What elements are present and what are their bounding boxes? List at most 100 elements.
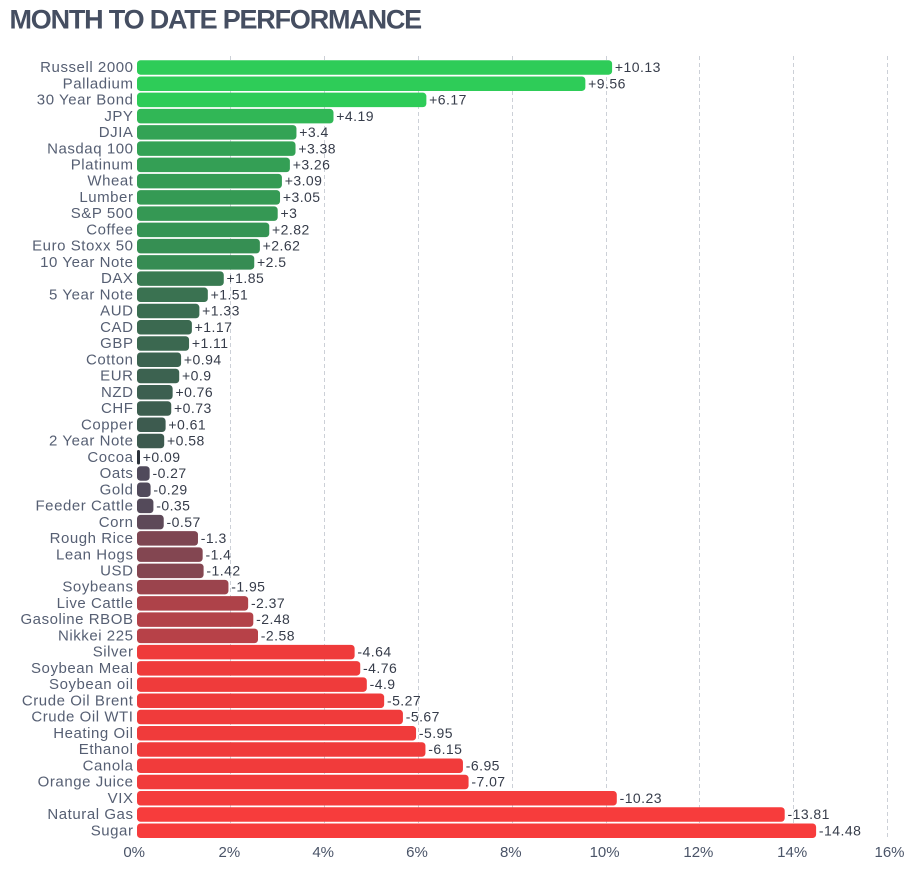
svg-text:+4.19: +4.19: [336, 108, 374, 124]
svg-text:8%: 8%: [500, 844, 522, 861]
svg-text:+3: +3: [281, 205, 298, 221]
svg-text:Soybeans: Soybeans: [62, 579, 133, 596]
svg-text:Corn: Corn: [99, 514, 134, 531]
svg-text:Crude Oil Brent: Crude Oil Brent: [22, 692, 134, 709]
svg-text:-0.35: -0.35: [156, 498, 190, 514]
svg-text:Soybean Meal: Soybean Meal: [31, 660, 134, 677]
svg-text:Orange Juice: Orange Juice: [38, 774, 134, 791]
svg-text:+0.73: +0.73: [174, 400, 212, 416]
svg-text:4%: 4%: [312, 844, 334, 861]
svg-text:12%: 12%: [683, 844, 713, 861]
svg-text:-4.9: -4.9: [370, 676, 396, 692]
svg-text:2%: 2%: [219, 844, 241, 861]
svg-text:-5.67: -5.67: [406, 709, 440, 725]
svg-text:AUD: AUD: [100, 303, 133, 320]
svg-text:+0.94: +0.94: [184, 351, 222, 367]
svg-text:-5.95: -5.95: [419, 725, 453, 741]
svg-text:Wheat: Wheat: [87, 173, 133, 190]
svg-text:+0.9: +0.9: [182, 368, 211, 384]
svg-text:2 Year Note: 2 Year Note: [49, 433, 133, 450]
svg-text:-2.37: -2.37: [251, 595, 285, 611]
svg-text:VIX: VIX: [108, 790, 134, 807]
svg-text:-4.64: -4.64: [357, 644, 391, 660]
svg-text:EUR: EUR: [100, 368, 133, 385]
svg-text:Natural Gas: Natural Gas: [47, 806, 133, 823]
svg-text:Silver: Silver: [93, 644, 134, 661]
svg-text:Coffee: Coffee: [86, 221, 133, 238]
svg-text:6%: 6%: [406, 844, 428, 861]
svg-text:+0.58: +0.58: [167, 433, 205, 449]
svg-text:Nasdaq 100: Nasdaq 100: [47, 140, 133, 157]
svg-text:Cocoa: Cocoa: [87, 449, 133, 466]
svg-text:+1.33: +1.33: [202, 303, 240, 319]
svg-text:-10.23: -10.23: [620, 790, 662, 806]
svg-text:-4.76: -4.76: [363, 660, 397, 676]
svg-text:-2.58: -2.58: [261, 627, 295, 643]
svg-text:+1.85: +1.85: [227, 270, 265, 286]
svg-text:-0.57: -0.57: [167, 514, 201, 530]
svg-text:DAX: DAX: [101, 270, 134, 287]
svg-text:+1.11: +1.11: [192, 335, 229, 351]
svg-text:10%: 10%: [590, 844, 620, 861]
svg-text:+0.76: +0.76: [175, 384, 213, 400]
svg-text:-6.95: -6.95: [466, 757, 500, 773]
svg-text:Heating Oil: Heating Oil: [53, 725, 133, 742]
svg-text:-0.27: -0.27: [152, 465, 186, 481]
svg-text:+3.4: +3.4: [299, 124, 328, 140]
svg-text:CAD: CAD: [100, 319, 133, 336]
svg-text:+0.61: +0.61: [168, 416, 206, 432]
svg-text:-0.29: -0.29: [153, 481, 187, 497]
svg-text:Soybean oil: Soybean oil: [49, 676, 133, 693]
svg-text:-13.81: -13.81: [787, 806, 829, 822]
svg-text:Copper: Copper: [81, 416, 134, 433]
svg-text:Ethanol: Ethanol: [79, 741, 134, 758]
svg-text:-5.27: -5.27: [387, 692, 421, 708]
svg-text:Crude Oil WTI: Crude Oil WTI: [31, 709, 133, 726]
svg-text:S&P 500: S&P 500: [71, 205, 134, 222]
svg-text:-1.3: -1.3: [201, 530, 227, 546]
svg-text:Euro Stoxx 50: Euro Stoxx 50: [32, 238, 133, 255]
svg-text:10 Year Note: 10 Year Note: [40, 254, 133, 271]
svg-text:Cotton: Cotton: [86, 351, 134, 368]
svg-text:-1.4: -1.4: [205, 546, 231, 562]
svg-text:+2.82: +2.82: [272, 221, 310, 237]
svg-text:14%: 14%: [777, 844, 807, 861]
svg-text:-1.42: -1.42: [206, 562, 240, 578]
svg-text:+3.38: +3.38: [298, 140, 336, 156]
svg-text:Live Cattle: Live Cattle: [57, 595, 134, 612]
svg-text:+3.09: +3.09: [285, 173, 323, 189]
svg-text:NZD: NZD: [101, 384, 133, 401]
svg-text:Gasoline RBOB: Gasoline RBOB: [20, 611, 133, 628]
svg-text:Platinum: Platinum: [71, 156, 134, 173]
svg-text:16%: 16%: [874, 844, 904, 861]
svg-text:Lumber: Lumber: [79, 189, 133, 206]
svg-text:Oats: Oats: [100, 465, 134, 482]
svg-text:+9.56: +9.56: [588, 75, 626, 91]
svg-text:MONTH TO DATE PERFORMANCE: MONTH TO DATE PERFORMANCE: [10, 5, 422, 35]
svg-text:30 Year Bond: 30 Year Bond: [37, 92, 134, 109]
svg-text:Canola: Canola: [83, 757, 134, 774]
svg-text:-6.15: -6.15: [428, 741, 462, 757]
svg-text:+2.62: +2.62: [263, 238, 301, 254]
svg-text:Feeder Cattle: Feeder Cattle: [35, 498, 133, 515]
svg-text:+3.05: +3.05: [283, 189, 321, 205]
svg-text:-2.48: -2.48: [256, 611, 290, 627]
svg-text:GBP: GBP: [100, 335, 133, 352]
svg-text:Gold: Gold: [100, 481, 134, 498]
svg-text:+2.5: +2.5: [257, 254, 286, 270]
svg-text:Sugar: Sugar: [91, 822, 134, 839]
svg-text:Russell 2000: Russell 2000: [40, 59, 133, 76]
svg-text:+1.17: +1.17: [195, 319, 233, 335]
svg-text:+0.09: +0.09: [143, 449, 181, 465]
svg-text:CHF: CHF: [101, 400, 133, 417]
svg-text:+10.13: +10.13: [615, 59, 661, 75]
svg-text:-14.48: -14.48: [819, 822, 861, 838]
svg-text:Palladium: Palladium: [63, 75, 134, 92]
svg-text:JPY: JPY: [104, 108, 133, 125]
svg-text:+6.17: +6.17: [429, 92, 467, 108]
svg-text:Nikkei 225: Nikkei 225: [58, 627, 134, 644]
svg-text:0%: 0%: [123, 844, 145, 861]
svg-text:DJIA: DJIA: [99, 124, 134, 141]
svg-text:+1.51: +1.51: [211, 286, 249, 302]
svg-text:+3.26: +3.26: [293, 156, 331, 172]
